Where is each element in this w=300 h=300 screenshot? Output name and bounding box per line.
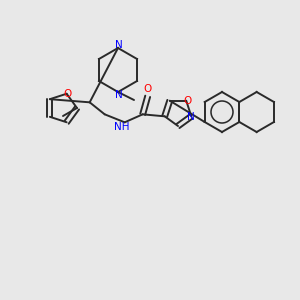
- Text: NH: NH: [114, 122, 129, 132]
- Text: N: N: [188, 112, 195, 122]
- Text: O: O: [64, 89, 72, 99]
- Text: N: N: [115, 90, 123, 100]
- Text: O: O: [183, 96, 191, 106]
- Text: O: O: [144, 84, 152, 94]
- Text: N: N: [115, 40, 123, 50]
